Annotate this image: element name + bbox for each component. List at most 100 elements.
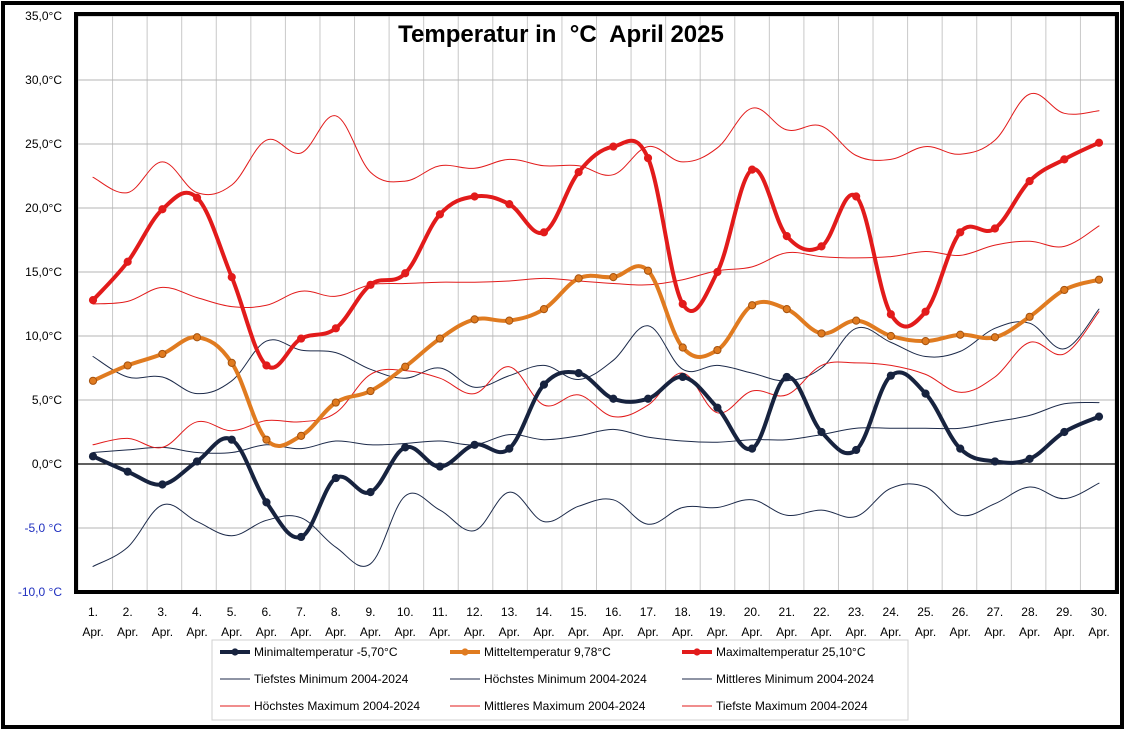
- data-point: [921, 337, 930, 346]
- data-point: [192, 333, 202, 342]
- series-line: [92, 308, 1100, 395]
- legend: Minimaltemperatur -5,70°C Mitteltemperatu…: [211, 639, 909, 721]
- data-point: [1060, 285, 1069, 295]
- data-point: [262, 435, 271, 444]
- x-tick-day-label: 17.: [640, 605, 657, 619]
- x-tick-month-label: Apr.: [152, 625, 173, 639]
- data-point: [262, 498, 271, 507]
- legend-label: Minimaltemperatur -5,70°C: [254, 645, 398, 659]
- data-point: [609, 394, 618, 403]
- x-tick-month-label: Apr.: [568, 625, 589, 639]
- x-tick-day-label: 16.: [605, 605, 622, 619]
- data-point: [748, 165, 757, 174]
- data-point: [401, 269, 410, 278]
- data-point: [539, 380, 549, 389]
- x-tick-day-label: 14.: [536, 605, 553, 619]
- series-1: [88, 369, 1104, 542]
- x-tick-day-label: 5.: [227, 605, 237, 619]
- y-tick-label: 0,0°C: [32, 457, 62, 471]
- x-tick-month-label: Apr.: [776, 625, 797, 639]
- data-point: [852, 192, 861, 201]
- data-point: [1025, 177, 1034, 186]
- x-tick-month-label: Apr.: [811, 625, 832, 639]
- y-tick-label: 5,0°C: [32, 393, 62, 407]
- x-tick-month-label: Apr.: [603, 625, 624, 639]
- x-tick-day-label: 9.: [366, 605, 376, 619]
- legend-entry: Höchstes Minimum 2004-2024: [450, 672, 647, 686]
- data-point: [990, 333, 1000, 342]
- legend-entry: Mittleres Maximum 2004-2024: [450, 699, 646, 713]
- x-tick-day-label: 28.: [1021, 605, 1038, 619]
- data-point: [227, 435, 236, 444]
- x-tick-month-label: Apr.: [464, 625, 485, 639]
- legend-label: Höchstes Maximum 2004-2024: [254, 699, 420, 713]
- data-point: [331, 324, 340, 333]
- data-point: [1094, 275, 1104, 284]
- x-tick-day-label: 19.: [709, 605, 726, 619]
- data-point: [158, 205, 167, 214]
- y-tick-label: 30,0°C: [25, 73, 62, 87]
- data-point: [748, 444, 757, 453]
- y-tick-label: 15,0°C: [25, 265, 62, 279]
- data-point: [643, 394, 653, 403]
- data-point: [297, 431, 306, 440]
- x-tick-month-label: Apr.: [915, 625, 936, 639]
- data-point: [852, 316, 861, 325]
- x-tick-day-label: 18.: [674, 605, 691, 619]
- data-point: [748, 301, 757, 310]
- series-line: [92, 482, 1100, 567]
- x-axis-tick-labels: 1. Apr. 2. Apr. 3. Apr. 4. Apr. 5. Apr. 6. Apr. 7. Ap…: [82, 605, 1109, 639]
- data-point: [678, 343, 687, 352]
- x-tick-month-label: Apr.: [499, 625, 520, 639]
- x-tick-day-label: 7.: [296, 605, 306, 619]
- data-point: [921, 389, 930, 398]
- series-5: [92, 308, 1100, 395]
- data-point: [782, 372, 791, 382]
- data-point: [192, 193, 202, 202]
- legend-entry: Minimaltemperatur -5,70°C: [220, 645, 398, 659]
- series-6: [92, 401, 1100, 454]
- x-tick-month-label: Apr.: [741, 625, 762, 639]
- legend-entry: Maximaltemperatur 25,10°C: [682, 645, 866, 659]
- x-tick-month-label: Apr.: [637, 625, 658, 639]
- series-line: [92, 92, 1100, 196]
- data-point: [123, 467, 132, 476]
- data-point: [366, 280, 375, 289]
- legend-box: [211, 639, 909, 721]
- x-tick-day-label: 1.: [88, 605, 98, 619]
- data-point: [1060, 155, 1069, 164]
- series-line: [92, 311, 1100, 449]
- x-tick-day-label: 26.: [952, 605, 969, 619]
- data-point: [401, 362, 410, 371]
- data-point: [678, 372, 687, 382]
- plot-area-border: [74, 12, 1119, 594]
- data-point: [88, 452, 98, 461]
- data-point: [505, 316, 514, 325]
- x-tick-day-label: 21.: [778, 605, 795, 619]
- data-point: [782, 232, 791, 241]
- data-point: [574, 369, 583, 378]
- x-tick-day-label: 4.: [192, 605, 202, 619]
- x-tick-day-label: 11.: [432, 605, 448, 619]
- y-tick-label: -5,0 °C: [25, 521, 63, 535]
- legend-entry: Tiefste Maximum 2004-2024: [682, 699, 868, 713]
- x-tick-month-label: Apr.: [707, 625, 728, 639]
- data-point: [713, 345, 722, 355]
- legend-entry: Mitteltemperatur 9,78°C: [450, 645, 611, 659]
- data-point: [609, 142, 618, 151]
- x-tick-month-label: Apr.: [117, 625, 138, 639]
- data-point: [539, 305, 549, 314]
- data-point: [435, 462, 444, 471]
- series-8: [92, 225, 1100, 308]
- data-point: [956, 444, 965, 453]
- x-tick-month-label: Apr.: [186, 625, 207, 639]
- data-point: [192, 457, 202, 466]
- x-tick-day-label: 3.: [157, 605, 167, 619]
- x-tick-month-label: Apr.: [290, 625, 311, 639]
- data-point: [817, 329, 826, 338]
- series-7: [92, 92, 1100, 196]
- data-point: [505, 444, 514, 453]
- x-tick-month-label: Apr.: [256, 625, 277, 639]
